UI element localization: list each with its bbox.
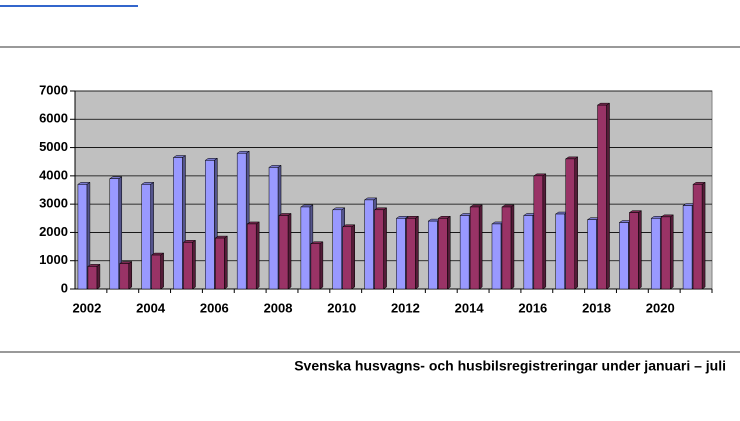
bar xyxy=(396,218,406,290)
bar xyxy=(501,206,512,290)
caption: Svenska husvagns- och husbilsregistrerin… xyxy=(294,358,726,374)
bar xyxy=(236,152,247,290)
y-tick-label: 5000 xyxy=(39,139,68,154)
y-tick-label: 3000 xyxy=(39,196,68,211)
bar xyxy=(141,184,151,290)
bar xyxy=(119,263,130,290)
y-tick-label: 7000 xyxy=(39,82,68,97)
bar xyxy=(87,266,98,290)
bar xyxy=(587,219,597,290)
bar-side xyxy=(669,214,674,290)
y-tick-label: 4000 xyxy=(39,167,68,182)
bar xyxy=(246,223,257,290)
bar xyxy=(173,157,183,290)
bar-side xyxy=(224,235,228,290)
bar xyxy=(692,184,703,290)
bar xyxy=(629,212,639,290)
x-tick-label: 2014 xyxy=(455,300,485,315)
bar xyxy=(533,175,544,290)
bar-side xyxy=(160,252,164,290)
bar xyxy=(682,205,693,290)
bar-side xyxy=(510,204,515,290)
bar xyxy=(109,178,120,290)
x-tick-label: 2004 xyxy=(136,300,166,315)
bar-side xyxy=(415,215,419,290)
x-tick-label: 2016 xyxy=(518,300,547,315)
y-tick-label: 1000 xyxy=(39,252,68,267)
x-tick-label: 2002 xyxy=(72,300,101,315)
bar-side xyxy=(351,224,355,290)
bar xyxy=(310,243,321,290)
bar xyxy=(469,206,480,290)
bar xyxy=(332,209,342,290)
bar xyxy=(151,254,161,290)
x-tick-label: 2010 xyxy=(327,300,356,315)
bar xyxy=(406,218,416,290)
x-tick-label: 2006 xyxy=(200,300,229,315)
bar xyxy=(183,242,193,290)
bar xyxy=(342,226,352,290)
bar-side xyxy=(255,221,260,290)
bar-side xyxy=(606,102,610,290)
bar xyxy=(428,220,438,290)
y-tick-label: 6000 xyxy=(39,111,68,126)
bar-side xyxy=(383,207,387,290)
bar-side xyxy=(638,210,642,290)
x-tick-label: 2020 xyxy=(646,300,675,315)
bar-side xyxy=(287,212,292,290)
bar xyxy=(597,104,607,290)
bar xyxy=(619,222,629,290)
bar-side xyxy=(478,204,483,290)
chart: 0 1000 2000 3000 4000 5000 6000 7000 2002 2004 200… xyxy=(39,82,713,315)
bar xyxy=(565,158,575,290)
bar xyxy=(300,206,311,290)
bar-side xyxy=(701,181,706,290)
x-tick-label: 2012 xyxy=(391,300,420,315)
x-tick-label: 2018 xyxy=(582,300,611,315)
bar xyxy=(459,215,470,290)
bar-side xyxy=(128,261,133,290)
bar xyxy=(660,216,671,290)
bar xyxy=(491,223,502,290)
bar-side xyxy=(96,263,101,290)
bar-side xyxy=(447,215,451,290)
bar xyxy=(205,160,215,290)
x-tick-label: 2008 xyxy=(264,300,293,315)
bar-side xyxy=(319,241,324,290)
bar-side xyxy=(542,173,547,290)
bar xyxy=(650,218,661,290)
y-tick-label: 0 xyxy=(61,280,68,295)
bar xyxy=(268,167,279,290)
bar xyxy=(555,213,565,290)
bar-side xyxy=(574,156,578,290)
bar xyxy=(215,237,225,290)
y-tick-label: 2000 xyxy=(39,224,68,239)
bar-side xyxy=(192,239,196,290)
bar xyxy=(77,184,88,290)
bar xyxy=(523,215,534,290)
bar xyxy=(374,209,384,290)
bar xyxy=(438,218,448,290)
bar xyxy=(278,215,289,290)
plot-background xyxy=(74,90,713,290)
bar xyxy=(364,199,374,290)
